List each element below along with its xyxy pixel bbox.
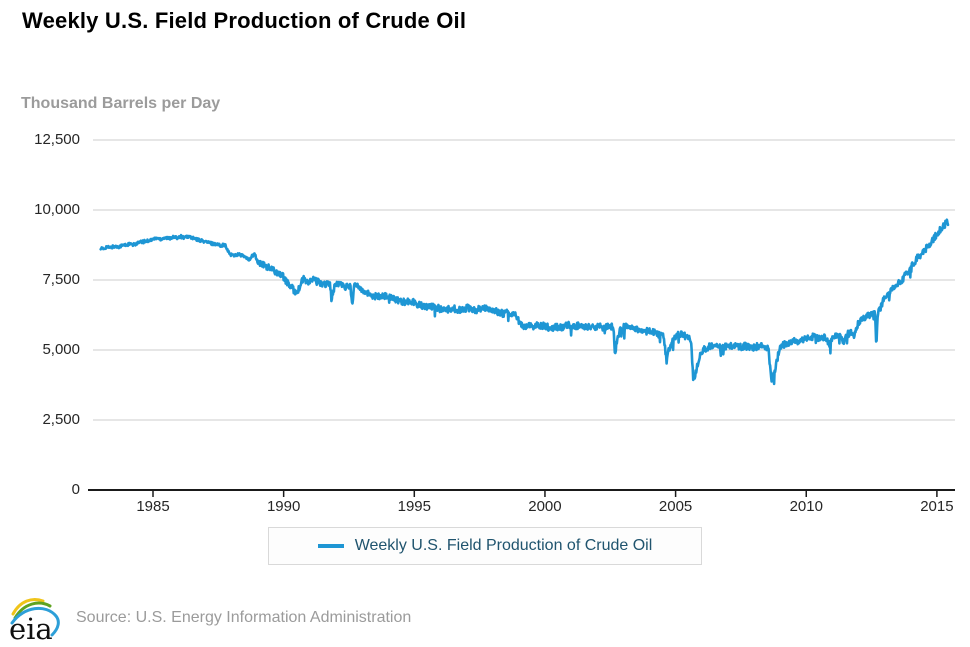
x-tick-label: 2005: [658, 498, 693, 515]
y-tick-label: 7,500: [42, 271, 80, 288]
series-line-crude-oil-production[interactable]: [99, 218, 950, 386]
eia-logo: eia: [9, 598, 60, 644]
legend-item[interactable]: Weekly U.S. Field Production of Crude Oi…: [268, 527, 702, 565]
x-tick-label: 1985: [136, 498, 170, 515]
y-axis-title: Thousand Barrels per Day: [21, 95, 221, 112]
y-tick-label: 0: [71, 481, 80, 498]
legend: Weekly U.S. Field Production of Crude Oi…: [0, 527, 970, 565]
x-tick-label: 2000: [528, 498, 562, 515]
y-tick-label: 5,000: [42, 341, 80, 358]
source-attribution: Source: U.S. Energy Information Administ…: [76, 609, 412, 626]
footer: eia Source: U.S. Energy Information Admi…: [6, 594, 411, 644]
legend-line-swatch: [317, 544, 344, 548]
x-tick-label: 1995: [397, 498, 431, 515]
y-tick-label: 12,500: [34, 131, 80, 148]
y-tick-label: 10,000: [34, 201, 80, 218]
eia-logo-text: eia: [9, 612, 53, 644]
x-tick-label: 1990: [266, 498, 301, 515]
x-tick-label: 2010: [789, 498, 823, 515]
x-tick-label: 2015: [920, 498, 954, 515]
page-title: Weekly U.S. Field Production of Crude Oi…: [22, 8, 467, 33]
legend-label: Weekly U.S. Field Production of Crude Oi…: [354, 537, 653, 554]
y-tick-label: 2,500: [42, 411, 80, 428]
